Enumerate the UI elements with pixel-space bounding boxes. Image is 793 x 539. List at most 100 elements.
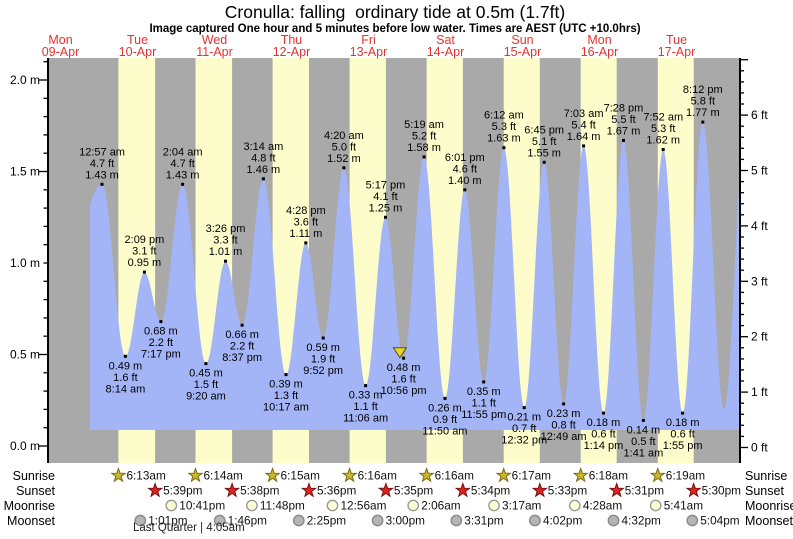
tide-extreme-dot (321, 336, 325, 340)
feet-axis-label: 4 ft (751, 219, 768, 233)
sunset-time: 5:34pm (471, 484, 511, 498)
tide-extreme-dot (364, 384, 368, 388)
high-tide-label: 3:14 am 4.8 ft 1.46 m (243, 141, 283, 176)
moonset-time: 4:32pm (622, 514, 662, 528)
moonset-time: 4:02pm (543, 514, 583, 528)
moonrise-time: 2:06am (421, 499, 461, 513)
sunrise-time: 6:13am (126, 469, 166, 483)
day-label: Wed 11-Apr (196, 33, 233, 59)
moonrise-time: 10:41pm (179, 499, 225, 513)
moonset-icon (607, 514, 620, 527)
sunset-time: 5:30pm (702, 484, 742, 498)
moonset-icon (529, 514, 541, 527)
tide-extreme-dot (661, 148, 665, 151)
low-tide-label: 0.35 m 1.1 ft 11:55 pm (461, 386, 506, 421)
low-tide-label: 0.26 m 0.9 ft 11:50 am (422, 402, 467, 437)
feet-axis-label: 5 ft (751, 164, 768, 178)
day-label: Sun 15-Apr (504, 33, 542, 59)
moonset-time: 3:00pm (386, 514, 426, 528)
sunset-star-icon (454, 481, 471, 498)
moonrise-row-label-right: Moonrise (745, 499, 793, 513)
tide-extreme-dot (181, 182, 185, 186)
low-tide-label: 0.21 m 0.7 ft 12:32 pm (501, 412, 547, 447)
high-tide-label: 6:01 pm 4.6 ft 1.40 m (445, 152, 485, 187)
moonset-icon (450, 514, 463, 527)
sunrise-star-icon (110, 466, 127, 483)
feet-axis-label: 1 ft (751, 385, 768, 399)
tide-extreme-dot (342, 166, 346, 170)
sunset-star-icon (300, 481, 318, 498)
high-tide-label: 5:19 am 5.2 ft 1.58 m (404, 119, 444, 154)
chart-subtitle: Image captured One hour and 5 minutes be… (149, 23, 641, 35)
day-label: Tue 17-Apr (658, 33, 696, 59)
sunset-time: 5:38pm (240, 484, 280, 498)
chart-title: Cronulla: falling ordinary tide at 0.5m … (224, 2, 566, 22)
moonset-row-label-right: Moonset (745, 514, 793, 528)
day-label: Tue 10-Apr (119, 33, 157, 59)
high-tide-label: 5:17 pm 4.1 ft 1.25 m (366, 179, 406, 214)
high-tide-label: 7:52 am 5.3 ft 1.62 m (643, 112, 683, 147)
tide-extreme-dot (522, 406, 526, 410)
tide-extreme-dot (582, 144, 586, 148)
sunrise-time: 6:17am (512, 469, 552, 483)
meter-axis-label: 1.5 m (10, 165, 40, 179)
tide-extreme-dot (443, 396, 447, 400)
sunrise-star-icon (341, 466, 358, 483)
tide-extreme-dot (562, 402, 566, 406)
low-tide-label: 0.18 m 0.6 ft 1:55 pm (663, 417, 703, 452)
tide-area (90, 122, 740, 430)
meter-axis-label: 1.0 m (10, 256, 40, 270)
low-tide-label: 0.49 m 1.6 ft 8:14 am (106, 360, 146, 395)
tide-extreme-dot (463, 188, 467, 192)
sunset-time: 5:31pm (625, 484, 665, 498)
moonset-icon (686, 514, 699, 527)
high-tide-label: 12:57 am 4.7 ft 1.43 m (79, 146, 125, 181)
sunset-row-label-right: Sunset (745, 484, 784, 498)
moonset-icon (292, 514, 305, 527)
high-tide-label: 2:04 am 4.7 ft 1.43 m (163, 146, 203, 181)
feet-axis-label: 6 ft (751, 108, 768, 122)
tide-extreme-dot (502, 146, 506, 150)
high-tide-label: 2:09 pm 3.1 ft 0.95 m (125, 234, 165, 269)
sunrise-row-label-right: Sunrise (745, 469, 787, 483)
sunset-star-icon (377, 481, 395, 498)
moonrise-icon (407, 499, 420, 512)
meter-axis-label: 2.0 m (10, 73, 40, 87)
current-tide-marker-icon (392, 347, 408, 359)
sunrise-star-icon (264, 466, 281, 483)
tide-extreme-dot (384, 215, 387, 219)
moonrise-time: 12:56am (340, 499, 386, 513)
low-tide-label: 0.18 m 0.6 ft 1:14 pm (584, 417, 624, 452)
moonrise-icon (326, 499, 339, 512)
tide-extreme-dot (304, 241, 308, 245)
sunset-star-icon (685, 481, 702, 498)
sunset-row-label-left: Sunset (16, 484, 55, 498)
sunset-time: 5:33pm (548, 484, 588, 498)
day-label: Sat 14-Apr (427, 33, 465, 59)
moonrise-icon (649, 499, 662, 512)
high-tide-label: 7:28 pm 5.5 ft 1.67 m (604, 102, 644, 137)
moonrise-icon (488, 499, 500, 512)
sunrise-star-icon (495, 466, 512, 483)
moonset-time: 2:25pm (307, 514, 347, 528)
tide-extreme-dot (422, 155, 426, 159)
moonrise-row-label-left: Moonrise (4, 499, 55, 513)
moonrise-icon (165, 499, 178, 512)
sunrise-time: 6:18am (589, 469, 629, 483)
low-tide-label: 0.33 m 1.1 ft 11:06 am (343, 390, 388, 425)
sunrise-star-icon (187, 466, 204, 483)
high-tide-label: 8:12 pm 5.8 ft 1.77 m (683, 84, 723, 119)
tide-extreme-dot (542, 160, 546, 164)
low-tide-label: 0.23 m 0.8 ft 12:49 am (541, 408, 587, 443)
sunset-time: 5:39pm (163, 484, 203, 498)
sunset-star-icon (608, 481, 625, 498)
low-tide-label: 0.39 m 1.3 ft 10:17 am (263, 379, 309, 414)
moonset-time: 5:04pm (700, 514, 740, 528)
sunrise-time: 6:15am (281, 469, 321, 483)
sunset-time: 5:35pm (394, 484, 434, 498)
sunrise-star-icon (418, 466, 435, 483)
tide-extreme-dot (622, 138, 625, 142)
high-tide-label: 6:12 am 5.3 ft 1.63 m (484, 110, 524, 145)
meter-axis-label: 0.5 m (10, 348, 40, 362)
